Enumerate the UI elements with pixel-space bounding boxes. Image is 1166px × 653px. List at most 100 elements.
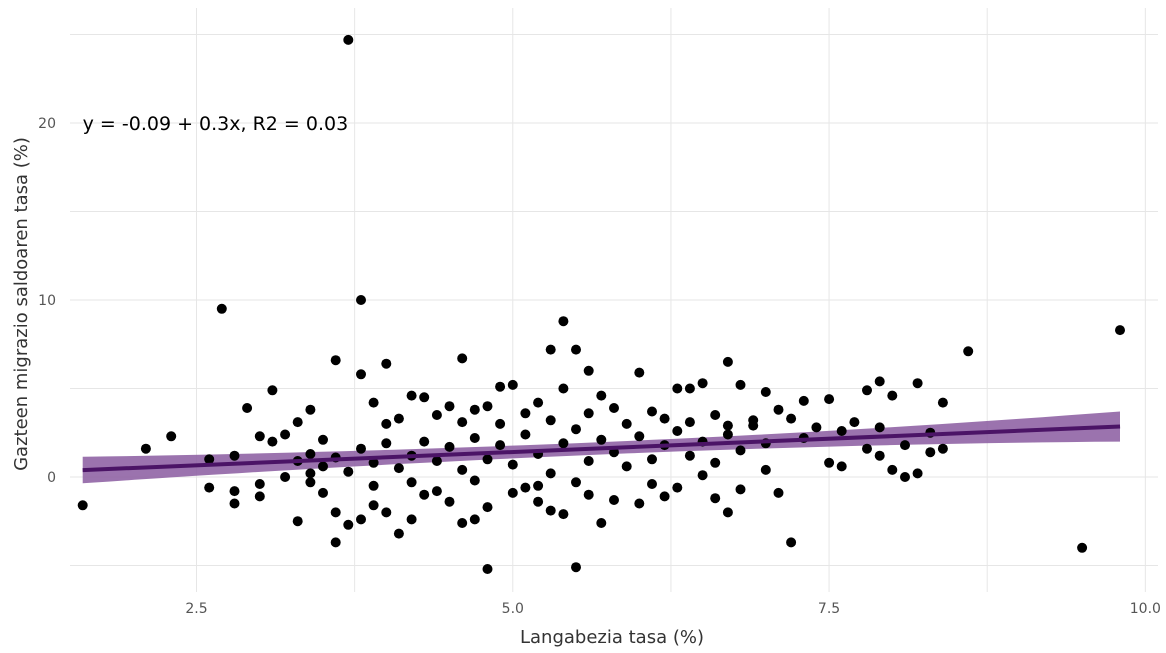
data-point bbox=[280, 429, 291, 440]
data-point bbox=[393, 528, 404, 539]
data-point bbox=[520, 429, 531, 440]
data-point bbox=[937, 397, 948, 408]
data-point bbox=[760, 387, 771, 397]
data-point bbox=[356, 369, 366, 380]
data-point bbox=[672, 383, 683, 394]
data-point bbox=[659, 413, 670, 424]
data-point bbox=[722, 420, 733, 431]
data-point bbox=[596, 434, 607, 445]
data-point bbox=[558, 316, 569, 327]
data-point bbox=[912, 468, 923, 479]
data-point bbox=[330, 355, 341, 366]
data-point bbox=[583, 365, 594, 376]
y-tick-label: 0 bbox=[47, 470, 56, 486]
data-point bbox=[469, 404, 480, 415]
data-point bbox=[583, 489, 594, 500]
data-point bbox=[697, 378, 708, 389]
data-point bbox=[621, 461, 632, 472]
data-point bbox=[343, 34, 354, 45]
data-point bbox=[444, 441, 455, 452]
data-point bbox=[722, 429, 733, 440]
data-point bbox=[520, 482, 531, 493]
x-tick-label: 10.0 bbox=[1130, 601, 1161, 617]
data-point bbox=[647, 406, 657, 417]
data-point bbox=[267, 436, 278, 447]
x-tick-label: 5.0 bbox=[502, 601, 524, 617]
data-point bbox=[431, 486, 442, 497]
data-point bbox=[836, 426, 847, 436]
data-point bbox=[356, 295, 366, 305]
data-point bbox=[330, 507, 341, 518]
data-point bbox=[710, 457, 721, 468]
x-tick-labels: 2.5 5.0 7.5 10.0 bbox=[185, 601, 1161, 617]
data-point bbox=[634, 498, 645, 509]
data-point bbox=[558, 509, 569, 520]
data-point bbox=[343, 466, 354, 477]
data-point bbox=[368, 480, 379, 491]
data-point bbox=[659, 491, 670, 502]
data-points bbox=[77, 34, 1125, 574]
data-point bbox=[419, 489, 430, 500]
data-point bbox=[735, 445, 746, 456]
x-tick-label: 2.5 bbox=[185, 601, 207, 617]
data-point bbox=[381, 507, 392, 518]
data-point bbox=[533, 480, 544, 491]
data-point bbox=[444, 401, 455, 412]
data-point bbox=[634, 431, 645, 442]
data-point bbox=[242, 403, 253, 413]
data-point bbox=[634, 367, 645, 378]
data-point bbox=[318, 461, 328, 472]
data-point bbox=[1077, 542, 1088, 553]
x-tick-label: 7.5 bbox=[818, 601, 840, 617]
data-point bbox=[735, 484, 746, 495]
data-point bbox=[836, 461, 847, 472]
data-point bbox=[583, 408, 594, 419]
data-point bbox=[722, 356, 733, 367]
regression-line bbox=[82, 424, 1121, 473]
data-point bbox=[647, 479, 657, 489]
data-point bbox=[545, 344, 556, 355]
data-point bbox=[305, 404, 316, 415]
data-point bbox=[887, 464, 898, 475]
data-point bbox=[406, 390, 417, 401]
data-point bbox=[786, 537, 797, 548]
data-point bbox=[267, 385, 278, 396]
data-point bbox=[305, 477, 316, 488]
y-axis-title: Gazteen migrazio saldoaren tasa (%) bbox=[11, 137, 32, 471]
data-point bbox=[393, 463, 404, 474]
data-point bbox=[824, 394, 835, 405]
data-point bbox=[381, 418, 392, 429]
data-point bbox=[216, 303, 227, 314]
data-point bbox=[545, 415, 556, 426]
data-point bbox=[684, 417, 695, 428]
data-point bbox=[874, 450, 885, 461]
data-point bbox=[305, 468, 316, 479]
data-point bbox=[571, 424, 581, 435]
data-point bbox=[305, 449, 316, 459]
data-point bbox=[368, 457, 379, 468]
data-point bbox=[254, 491, 265, 502]
data-point bbox=[482, 502, 493, 513]
y-tick-labels: 0 10 20 bbox=[38, 116, 56, 486]
data-point bbox=[887, 390, 898, 401]
data-point bbox=[457, 518, 468, 528]
data-point bbox=[722, 507, 733, 518]
data-point bbox=[318, 434, 328, 445]
data-point bbox=[204, 482, 215, 493]
data-point bbox=[609, 495, 619, 505]
data-point bbox=[900, 472, 910, 482]
data-point bbox=[482, 564, 493, 574]
data-point bbox=[292, 417, 303, 428]
data-point bbox=[545, 468, 556, 479]
data-point bbox=[254, 431, 265, 442]
data-point bbox=[507, 459, 518, 470]
data-point bbox=[874, 376, 885, 387]
data-point bbox=[533, 496, 544, 507]
regression-line-group bbox=[82, 424, 1121, 473]
data-point bbox=[457, 464, 468, 475]
data-point bbox=[482, 401, 493, 412]
data-point bbox=[558, 438, 569, 449]
data-point bbox=[558, 383, 569, 394]
data-point bbox=[760, 464, 771, 475]
data-point bbox=[583, 456, 594, 466]
